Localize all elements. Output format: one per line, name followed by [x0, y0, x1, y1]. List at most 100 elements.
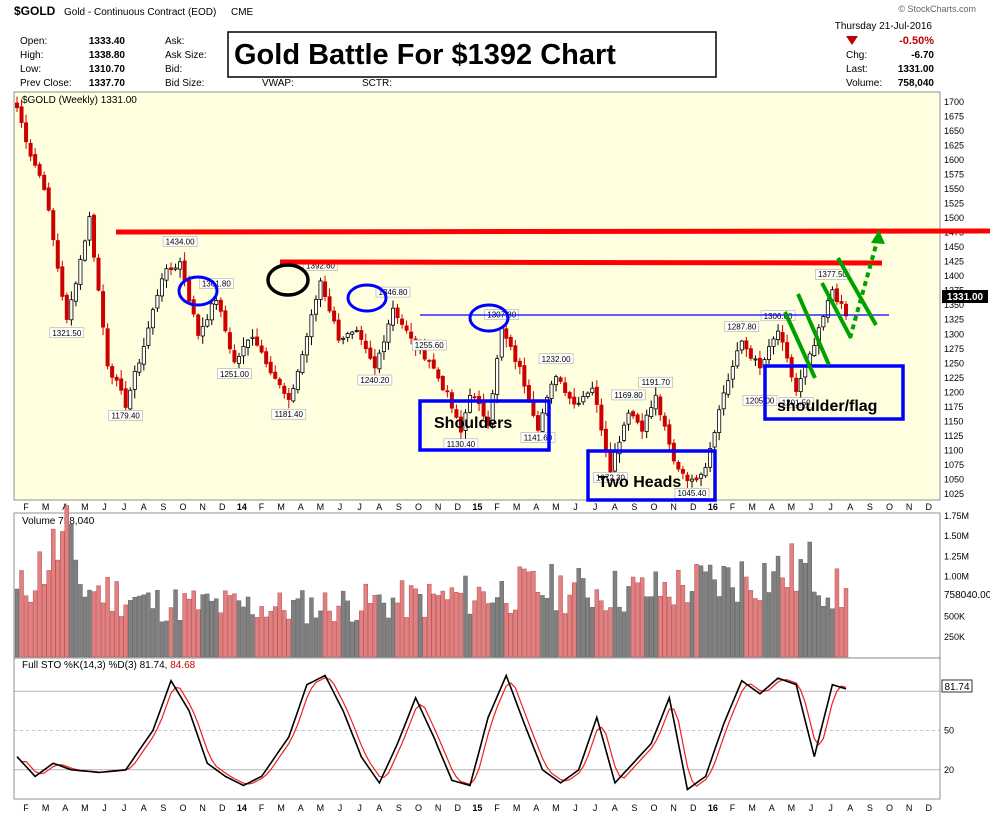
price-candle: [653, 387, 658, 416]
price-candle: [821, 314, 826, 331]
volume-bar: [526, 571, 532, 658]
x-tick-label: A: [769, 502, 775, 512]
flag-line-4: [836, 257, 878, 326]
volume-bar: [168, 607, 174, 658]
volume-bar: [716, 596, 722, 658]
volume-bar: [517, 566, 523, 658]
price-label: 1201.50: [778, 397, 814, 408]
x-tick-label: M: [277, 803, 285, 813]
x-tick-label: S: [396, 803, 402, 813]
volume-bar: [359, 610, 364, 658]
price-label: 1141.60: [520, 432, 556, 443]
svg-text:1240.20: 1240.20: [360, 376, 389, 385]
price-candle: [644, 409, 649, 439]
price-tick-label: 1525: [944, 199, 964, 209]
price-candle: [313, 295, 318, 322]
price-candle: [205, 314, 210, 328]
volume-bar: [282, 610, 287, 658]
volume-bar: [458, 592, 464, 658]
x-tick-label: A: [612, 502, 618, 512]
price-candle: [463, 409, 468, 439]
x-tick-label: J: [102, 502, 107, 512]
price-candle: [744, 336, 749, 358]
x-tick-label: J: [338, 502, 343, 512]
price-candle: [753, 355, 758, 366]
volume-bar: [463, 575, 468, 658]
volume-bar: [19, 570, 24, 658]
volume-bar: [449, 587, 455, 658]
price-candle: [535, 410, 540, 435]
price-candle: [785, 334, 790, 363]
volume-bar: [712, 579, 717, 658]
volume-bar: [698, 565, 704, 658]
volume-bar: [105, 577, 110, 658]
volume-bar: [558, 575, 563, 658]
x-tick-label: O: [651, 803, 658, 813]
x-tick-label: A: [847, 803, 853, 813]
circle-top-2: [346, 283, 388, 313]
price-candle: [780, 325, 785, 351]
volume-bar: [277, 592, 282, 658]
x-tick-label: D: [926, 803, 933, 813]
price-panel: [13, 91, 941, 501]
volume-bar: [739, 561, 745, 658]
price-candle: [649, 400, 654, 420]
price-tick-label: 1700: [944, 97, 964, 107]
volume-bar: [327, 610, 332, 658]
price-label: 1434.00: [162, 236, 198, 247]
volume-value: 758,040: [898, 78, 935, 89]
x-tick-label: J: [593, 502, 598, 512]
price-candle: [599, 398, 604, 436]
low-label: Low:: [20, 64, 41, 75]
price-candle: [19, 99, 24, 128]
volume-bar: [268, 611, 273, 658]
volume-bar: [196, 609, 201, 658]
volume-bar: [350, 621, 355, 658]
volume-bar: [218, 612, 224, 658]
stochastic-last-tag: 81.74: [941, 679, 973, 693]
price-candle: [246, 338, 251, 356]
volume-bar: [64, 505, 70, 658]
x-tick-label: M: [788, 803, 796, 813]
volume-bar: [128, 600, 133, 658]
change-label: Chg:: [846, 50, 867, 61]
volume-bar: [254, 617, 260, 658]
x-tick-label: M: [788, 502, 796, 512]
volume-bar: [689, 591, 695, 658]
price-candle: [264, 347, 269, 368]
x-tick-label: D: [219, 502, 226, 512]
x-tick-label: J: [122, 502, 127, 512]
x-tick-label: D: [219, 803, 226, 813]
volume-bar: [55, 559, 60, 658]
x-tick-label: D: [455, 803, 462, 813]
volume-bar: [735, 601, 740, 658]
price-label: 1255.60: [411, 339, 447, 351]
volume-bar: [504, 603, 509, 658]
price-candle: [28, 139, 33, 162]
volume-bar: [150, 608, 156, 658]
price-candle: [390, 300, 395, 331]
x-tick-label: M: [317, 803, 325, 813]
x-tick-label: A: [533, 502, 539, 512]
volume-bar: [780, 577, 785, 658]
x-tick-label: A: [141, 803, 147, 813]
open-label: Open:: [20, 36, 47, 47]
price-candle: [82, 239, 87, 262]
price-candle: [522, 357, 527, 394]
x-tick-label: S: [160, 502, 166, 512]
circle-top-1: [177, 275, 219, 307]
volume-bar: [114, 581, 119, 658]
volume-bar: [667, 596, 672, 658]
price-tick-label: 1075: [944, 460, 964, 470]
price-candle: [259, 339, 264, 354]
price-label: 1191.70: [638, 376, 673, 388]
exchange: CME: [231, 7, 254, 18]
x-tick-label: J: [338, 803, 343, 813]
price-candle: [454, 404, 459, 419]
price-label: 1169.80: [611, 389, 646, 401]
vwap-label: VWAP:: [262, 78, 294, 89]
x-tick-label: F: [730, 803, 736, 813]
shoulder-flag-label: shoulder/flag: [777, 398, 877, 415]
volume-bar: [540, 595, 545, 658]
